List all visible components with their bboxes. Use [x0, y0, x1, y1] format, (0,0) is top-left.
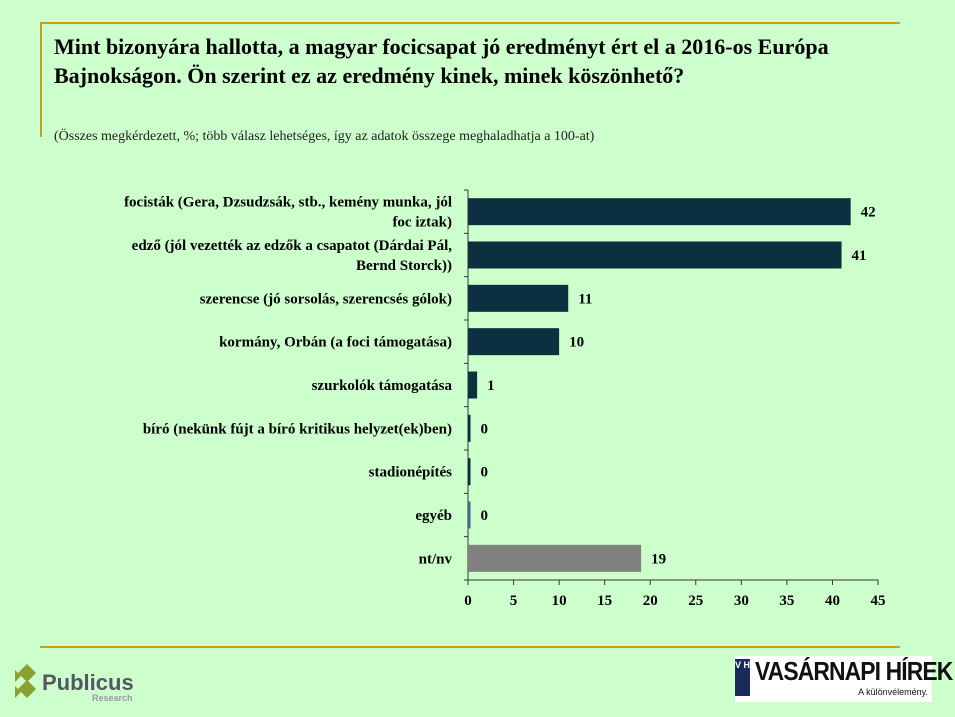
publicus-logo: Publicus — [42, 670, 134, 695]
category-label: edző (jól vezették az edzők a csapatot (… — [132, 238, 453, 254]
bar-value-label: 10 — [569, 335, 584, 351]
bottom-rule — [40, 646, 900, 648]
category-label: szerencse (jó sorsolás, szerencsés gólok… — [200, 291, 452, 307]
x-tick-label: 5 — [510, 593, 518, 609]
bar-value-label: 41 — [852, 248, 867, 264]
vh-logo-text: VASÁRNAPI HÍREK — [755, 656, 953, 686]
category-label: szurkolók támogatása — [312, 378, 453, 394]
bar-value-label: 42 — [861, 205, 876, 221]
category-label: focisták (Gera, Dzsudzsák, stb., kemény … — [124, 195, 452, 211]
vh-badge: V H — [735, 659, 750, 696]
category-label: bíró (nekünk fújt a bíró kritikus helyze… — [143, 421, 452, 437]
bar-value-label: 0 — [481, 508, 489, 524]
category-label: Bernd Storck)) — [356, 258, 452, 274]
category-label: stadionépítés — [369, 465, 453, 481]
bar-value-label: 11 — [578, 291, 592, 307]
bar-value-label: 0 — [481, 421, 489, 437]
bar — [468, 241, 842, 269]
category-label: foc iztak) — [392, 215, 452, 231]
bar — [468, 501, 471, 529]
bar — [468, 284, 569, 312]
x-tick-label: 15 — [597, 593, 612, 609]
bar — [468, 328, 560, 356]
top-rule — [40, 22, 900, 24]
category-label: nt/nv — [419, 551, 453, 567]
page-subtitle: (Összes megkérdezett, %; több válasz leh… — [54, 129, 595, 144]
publicus-logo-sub: Research — [92, 693, 133, 703]
x-tick-label: 0 — [464, 593, 472, 609]
title-accent-bar — [40, 22, 42, 137]
category-label: egyéb — [415, 508, 452, 524]
x-tick-label: 40 — [825, 593, 840, 609]
page-title: Mint bizonyára hallotta, a magyar focics… — [54, 34, 829, 88]
bar — [468, 458, 471, 486]
publicus-logo-icon — [15, 664, 36, 698]
bar — [468, 544, 642, 572]
x-tick-label: 45 — [871, 593, 886, 609]
x-tick-label: 25 — [688, 593, 703, 609]
vh-slogan: A különvélemény. — [858, 687, 928, 697]
x-tick-label: 20 — [643, 593, 658, 609]
bar-value-label: 1 — [487, 378, 495, 394]
x-tick-label: 30 — [734, 593, 749, 609]
bar — [468, 198, 851, 226]
vasarnapi-hirek-logo: V H VASÁRNAPI HÍREK A különvélemény. — [735, 656, 953, 702]
x-tick-label: 10 — [552, 593, 567, 609]
bar-value-label: 0 — [481, 465, 489, 481]
bar — [468, 414, 471, 442]
x-tick-label: 35 — [779, 593, 794, 609]
bar — [468, 371, 478, 399]
category-label: kormány, Orbán (a foci támogatása) — [219, 335, 452, 351]
bar-value-label: 19 — [651, 551, 666, 567]
